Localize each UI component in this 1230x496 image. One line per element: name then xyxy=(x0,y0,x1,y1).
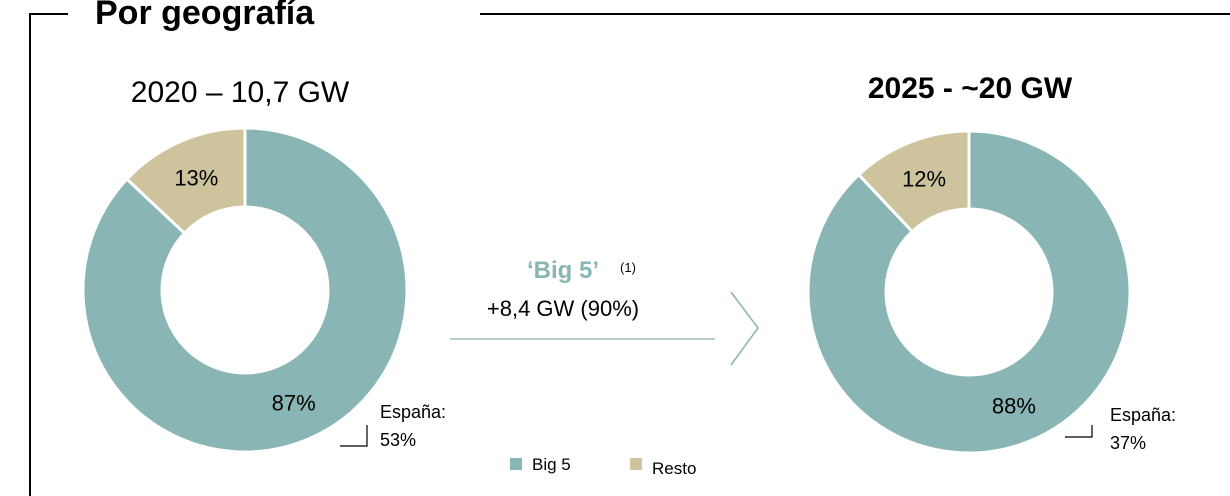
legend-label: Big 5 xyxy=(532,455,571,474)
legend-label: Resto xyxy=(652,459,696,478)
legend-swatch xyxy=(510,458,522,470)
annotation: España: xyxy=(1110,405,1176,425)
donut-segment xyxy=(806,129,1132,455)
middle-title: ‘Big 5’ xyxy=(527,257,599,284)
donut-segment xyxy=(81,126,409,454)
donut-segment xyxy=(856,129,971,234)
growth-text: +8,4 GW (90%) xyxy=(487,296,639,321)
annotation: 37% xyxy=(1110,433,1146,453)
section-title: Por geografía xyxy=(95,0,315,32)
annotation: 53% xyxy=(380,430,416,450)
arrow-head xyxy=(730,291,759,366)
annotation-bracket xyxy=(1065,425,1093,438)
donut-segment xyxy=(124,126,247,236)
legend-swatch xyxy=(630,458,642,470)
chart-title: 2020 – 10,7 GW xyxy=(131,76,350,109)
chart-title: 2025 - ~20 GW xyxy=(868,72,1073,105)
data-label: 88% xyxy=(992,393,1036,418)
annotation: España: xyxy=(380,402,446,422)
footnote-ref: (1) xyxy=(620,260,636,275)
data-label: 87% xyxy=(272,390,316,415)
data-label: 12% xyxy=(902,167,946,192)
annotation-bracket xyxy=(340,425,368,447)
data-label: 13% xyxy=(174,166,218,191)
